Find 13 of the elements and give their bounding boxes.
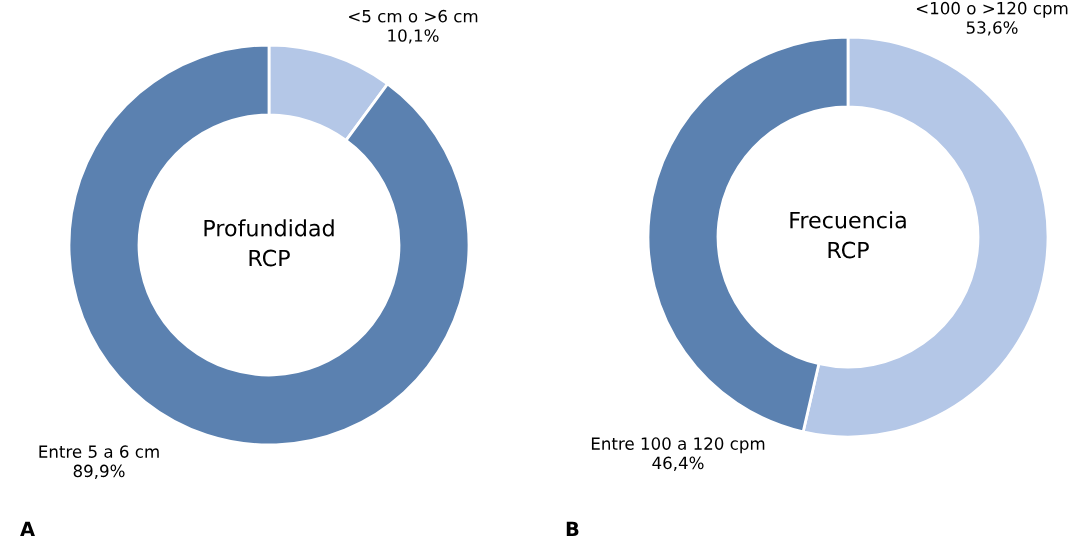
donut-slice	[67, 43, 471, 447]
data-label: 46,4%	[652, 456, 704, 471]
slice-label: <5 cm o >6 cm	[349, 9, 478, 23]
text: Frecuencia RCP	[790, 211, 906, 259]
text: A	[20, 521, 35, 536]
data-label: 89,9%	[73, 464, 125, 479]
slice-label: Entre 5 a 6 cm	[39, 445, 159, 458]
slice-label: <100 o >120 cpm	[916, 1, 1068, 18]
slice-label: Entre 100 a 120 cpm	[591, 437, 765, 454]
text: B	[566, 521, 579, 536]
text: Profundidad RCP	[204, 219, 334, 267]
data-label: 10,1%	[388, 29, 439, 44]
data-label: 53,6%	[966, 21, 1018, 36]
